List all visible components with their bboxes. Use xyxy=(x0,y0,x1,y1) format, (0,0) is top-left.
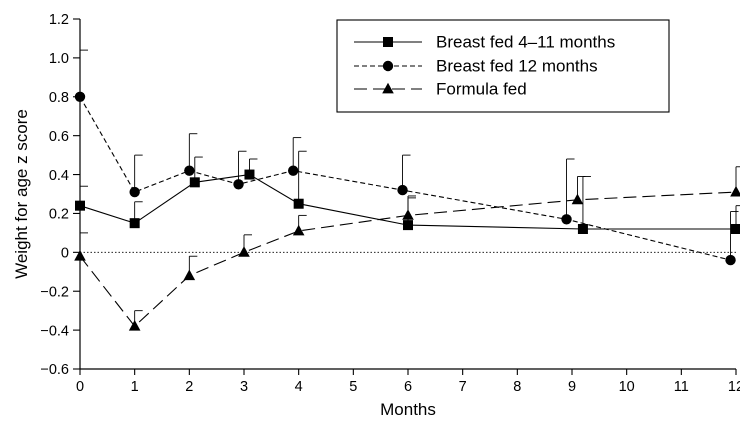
x-tick-label: 2 xyxy=(185,379,193,395)
data-point xyxy=(288,165,299,176)
data-point xyxy=(189,177,200,188)
y-tick-label: 1.2 xyxy=(49,12,69,28)
legend-label: Formula fed xyxy=(436,80,527,99)
x-tick-label: 6 xyxy=(404,379,412,395)
data-point xyxy=(731,224,740,234)
y-tick-label: −0.2 xyxy=(40,284,69,300)
data-point xyxy=(403,220,413,231)
series-layer xyxy=(74,49,740,331)
data-point xyxy=(725,254,736,266)
legend-marker xyxy=(382,82,394,94)
data-point xyxy=(184,165,195,176)
series-line xyxy=(79,173,736,230)
data-point xyxy=(293,198,304,209)
data-point xyxy=(233,179,244,190)
series-line xyxy=(79,96,731,261)
x-tick-label: 10 xyxy=(619,379,635,395)
legend-label: Breast fed 12 months xyxy=(436,57,598,76)
data-point xyxy=(730,185,740,197)
legend: Breast fed 4–11 months Breast fed 12 mont… xyxy=(336,19,670,113)
data-point xyxy=(561,214,572,225)
data-point xyxy=(238,246,250,257)
data-point xyxy=(292,224,305,236)
data-point xyxy=(74,250,86,261)
x-tick-label: 12 xyxy=(728,379,740,395)
x-tick-label: 8 xyxy=(513,379,521,395)
data-point xyxy=(129,186,140,198)
data-point xyxy=(128,320,141,331)
data-point xyxy=(75,200,85,211)
legend-marker xyxy=(383,37,393,47)
data-point xyxy=(397,184,408,196)
x-tick-label: 0 xyxy=(76,379,84,395)
legend-item: Breast fed 4–11 months xyxy=(354,33,615,52)
data-point xyxy=(183,269,196,281)
x-tick-label: 9 xyxy=(568,379,576,395)
series-2 xyxy=(74,49,739,266)
legend-item: Breast fed 12 months xyxy=(354,57,598,76)
y-tick-label: 1.0 xyxy=(49,51,69,67)
data-point xyxy=(577,224,588,234)
data-point xyxy=(244,169,255,180)
legend-label: Breast fed 4–11 months xyxy=(436,33,615,52)
data-point xyxy=(402,209,414,220)
x-axis-title: Months xyxy=(380,400,436,419)
x-tick-label: 5 xyxy=(349,379,357,395)
y-tick-label: −0.4 xyxy=(40,323,69,339)
x-tick-label: 11 xyxy=(674,379,689,395)
y-tick-label: 0.4 xyxy=(49,168,69,184)
y-tick-label: 0 xyxy=(61,246,69,262)
series-line xyxy=(79,191,737,328)
data-point xyxy=(74,91,86,102)
axes: −0.6−0.4−0.200.20.40.60.81.01.20 1 2 3 4 5 6 7 8… xyxy=(40,12,740,395)
x-tick-label: 4 xyxy=(295,379,303,395)
data-point xyxy=(571,193,584,205)
legend-marker xyxy=(382,60,394,72)
series-3 xyxy=(74,166,740,331)
y-tick-label: 0.2 xyxy=(49,207,69,223)
x-tick-label: 1 xyxy=(131,379,139,395)
x-tick-label: 7 xyxy=(459,379,467,395)
y-tick-label: −0.6 xyxy=(40,362,69,378)
data-point xyxy=(129,218,140,229)
x-tick-label: 3 xyxy=(240,379,248,395)
series-1 xyxy=(75,150,740,234)
y-axis-title: Weight for age z score xyxy=(12,109,31,279)
legend-item: Formula fed xyxy=(354,80,527,99)
y-tick-label: 0.6 xyxy=(49,129,69,145)
y-tick-label: 0.8 xyxy=(49,90,69,106)
